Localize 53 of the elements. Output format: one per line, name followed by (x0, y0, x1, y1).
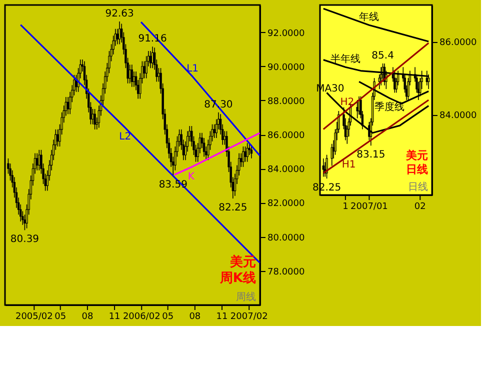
candlestick (151, 46, 154, 68)
annotation: 92.63 (105, 8, 134, 20)
series-label: 年线 (359, 11, 380, 24)
y-tick-label: 80.0000 (268, 233, 305, 244)
y-tick-label: 88.0000 (268, 96, 305, 107)
x-tick-label: 08 (82, 312, 94, 322)
candlestick (250, 144, 253, 159)
annotation: 85.4 (372, 50, 394, 62)
candlestick (36, 152, 38, 171)
annotation: 83.15 (356, 150, 386, 161)
y-tick-label: 84.0000 (440, 111, 477, 122)
candlestick (356, 100, 358, 119)
x-tick-label: 2005/02 (15, 312, 53, 322)
annotation: 美元 (229, 254, 256, 270)
annotation: 日线 (406, 163, 428, 176)
x-tick-label: 2007/01 (350, 202, 388, 212)
y-tick-label: 90.0000 (268, 62, 305, 73)
annotation: 82.25 (218, 202, 248, 214)
candlestick (94, 108, 96, 130)
candlestick (130, 64, 134, 88)
series-label: 半年线 (330, 53, 360, 66)
series-label: K (188, 171, 195, 182)
x-tick-label: 08 (189, 312, 201, 322)
x-tick-label: 1 (342, 202, 348, 212)
x-tick-label: 05 (162, 312, 174, 322)
annotation: 80.39 (10, 234, 40, 246)
candlestick (326, 154, 328, 179)
annotation: 日线 (408, 181, 428, 193)
y-tick-label: 84.0000 (268, 165, 305, 176)
x-tick-label: 02 (414, 202, 426, 212)
annotation: 美元 (405, 149, 428, 162)
y-tick-label: 78.0000 (268, 267, 305, 278)
series-label: H1 (342, 160, 356, 171)
x-tick-label: 2006/02 (122, 312, 160, 322)
annotation: 周K线 (218, 271, 256, 286)
x-tick-label: 05 (54, 312, 66, 322)
candlestick (246, 142, 248, 162)
y-tick-label: 92.0000 (268, 28, 305, 39)
y-tick-label: 86.0000 (268, 131, 305, 142)
x-tick-label: 2007/02 (230, 312, 268, 322)
y-tick-label: 86.0000 (440, 38, 477, 48)
candlestick (242, 146, 244, 168)
y-tick-label: 82.0000 (268, 199, 305, 210)
x-tick-label: 11 (108, 312, 120, 322)
x-tick-label: 11 (216, 312, 228, 322)
candlestick (118, 21, 121, 45)
series-label: L2 (119, 132, 132, 143)
series-label: 季度线 (374, 101, 405, 114)
candlestick (149, 50, 152, 68)
series-label: L1 (186, 64, 199, 75)
series-label: H2 (340, 96, 354, 108)
candlestick (38, 149, 40, 171)
annotation: 周线 (236, 291, 256, 303)
